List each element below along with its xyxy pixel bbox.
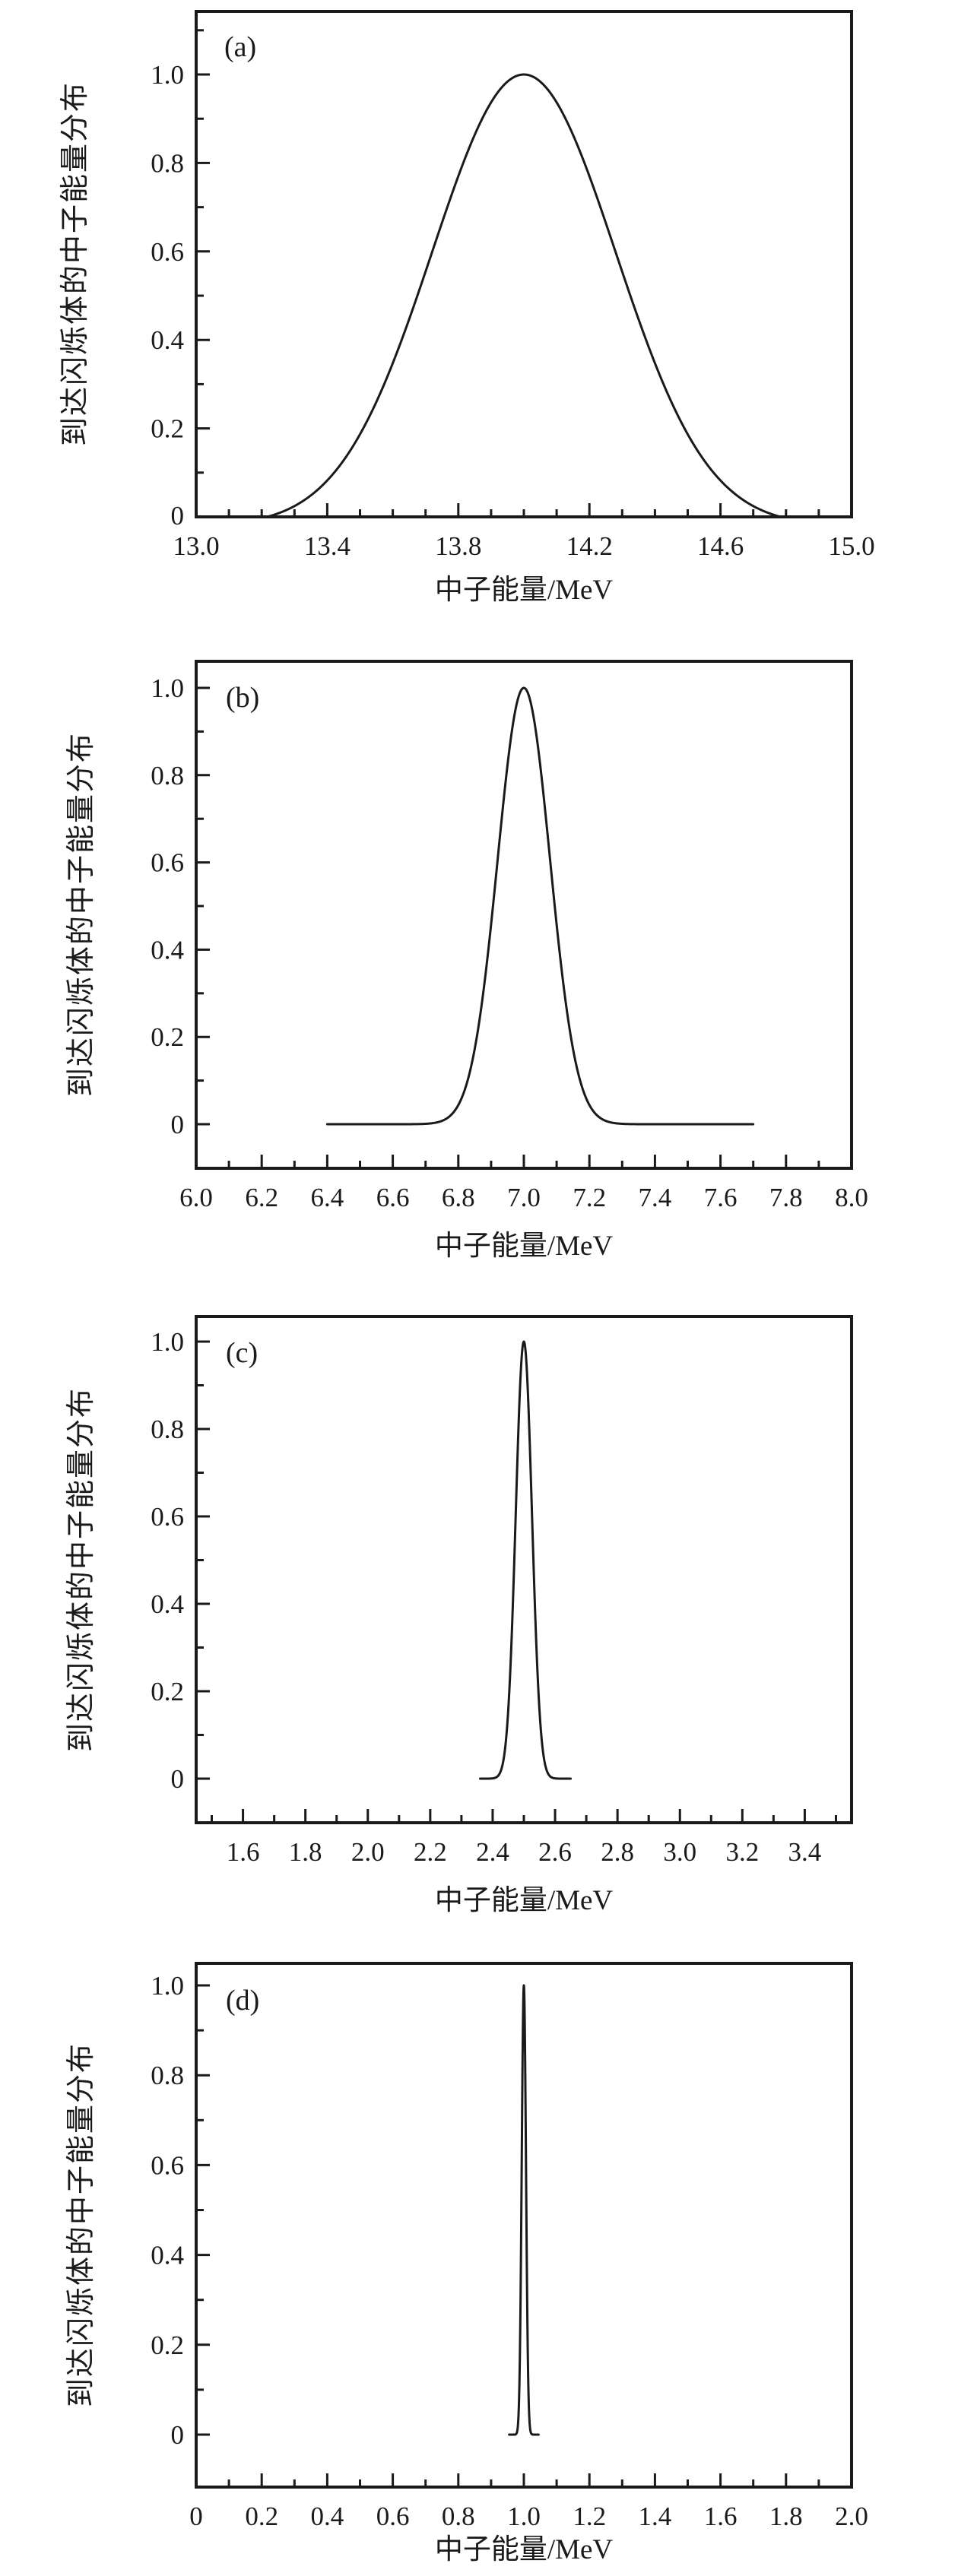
x-tick-label: 0.2 (245, 2502, 278, 2531)
x-tick-label: 14.6 (697, 531, 744, 561)
y-tick-label: 0 (171, 501, 185, 531)
y-tick-label: 1.0 (151, 1327, 184, 1357)
y-tick-label: 0.6 (151, 1502, 184, 1532)
y-tick-label: 0.4 (151, 935, 184, 965)
panel-d-x-axis-title: 中子能量/MeV (434, 2534, 614, 2565)
x-tick-label: 13.4 (304, 531, 351, 561)
x-tick-label: 2.4 (476, 1837, 509, 1867)
panel-d-y-axis-title: 到达闪烁体的中子能量分布 (65, 2042, 98, 2408)
x-tick-label: 15.0 (828, 531, 874, 561)
distribution-curve (479, 1340, 573, 1780)
distribution-curve (508, 1984, 540, 2436)
x-tick-label: 2.0 (835, 2502, 868, 2531)
x-tick-label: 6.2 (245, 1183, 278, 1212)
y-tick-label: 0 (171, 1764, 185, 1794)
plot-frame (195, 660, 853, 1170)
x-tick-label: 7.4 (639, 1183, 672, 1212)
x-tick-label: 2.8 (601, 1837, 634, 1867)
panel-d-letter: (d) (226, 1985, 260, 2017)
y-tick-label: 1.0 (151, 1971, 184, 2001)
y-tick-label: 1.0 (151, 60, 184, 90)
y-tick-label: 0.6 (151, 848, 184, 878)
x-tick-label: 1.4 (639, 2502, 672, 2531)
x-tick-label: 1.0 (507, 2502, 541, 2531)
y-tick-label: 1.0 (151, 673, 184, 703)
x-tick-label: 2.6 (538, 1837, 572, 1867)
x-tick-label: 7.2 (573, 1183, 606, 1212)
x-tick-label: 2.2 (414, 1837, 447, 1867)
distribution-curve (325, 686, 755, 1126)
y-tick-label: 0.2 (151, 1677, 184, 1706)
y-tick-label: 0 (171, 2420, 185, 2450)
x-tick-label: 1.6 (704, 2502, 738, 2531)
panel-a-letter: (a) (224, 31, 257, 63)
y-tick-label: 0 (171, 1110, 185, 1139)
panel-c-x-axis-title: 中子能量/MeV (434, 1885, 614, 1916)
x-tick-label: 14.2 (566, 531, 613, 561)
y-tick-label: 0.6 (151, 237, 184, 267)
y-tick-label: 0.2 (151, 1022, 184, 1052)
y-tick-label: 0.8 (151, 761, 184, 791)
y-tick-label: 0.8 (151, 1415, 184, 1444)
y-tick-label: 0.8 (151, 148, 184, 178)
x-tick-label: 0.8 (442, 2502, 475, 2531)
x-tick-label: 3.2 (725, 1837, 759, 1867)
panel-b-x-axis-title: 中子能量/MeV (434, 1231, 614, 1262)
x-tick-label: 13.8 (435, 531, 481, 561)
x-tick-label: 6.8 (442, 1183, 475, 1212)
panel-c-y-axis-title: 到达闪烁体的中子能量分布 (65, 1386, 98, 1753)
x-tick-label: 7.0 (507, 1183, 541, 1212)
x-tick-label: 1.6 (227, 1837, 260, 1867)
panel-a-x-axis-title: 中子能量/MeV (434, 575, 614, 606)
x-tick-label: 6.4 (311, 1183, 344, 1212)
y-tick-label: 0.4 (151, 1589, 184, 1619)
x-tick-label: 0.4 (311, 2502, 344, 2531)
panel-b-letter: (b) (226, 682, 260, 714)
y-tick-label: 0.8 (151, 2061, 184, 2090)
distribution-curve (247, 73, 807, 518)
panel-b-y-axis-title: 到达闪烁体的中子能量分布 (65, 731, 98, 1098)
x-tick-label: 3.0 (663, 1837, 696, 1867)
x-tick-label: 0.6 (376, 2502, 410, 2531)
x-tick-label: 0 (189, 2502, 203, 2531)
y-tick-label: 0.2 (151, 414, 184, 444)
x-tick-label: 2.0 (351, 1837, 385, 1867)
y-tick-label: 0.6 (151, 2150, 184, 2180)
y-tick-label: 0.2 (151, 2330, 184, 2360)
x-tick-label: 8.0 (835, 1183, 868, 1212)
panel-c-letter: (c) (226, 1337, 259, 1369)
x-tick-label: 6.0 (179, 1183, 213, 1212)
y-tick-label: 0.4 (151, 2241, 184, 2270)
x-tick-label: 6.6 (376, 1183, 410, 1212)
x-tick-label: 1.2 (573, 2502, 606, 2531)
panel-a-y-axis-title: 到达闪烁体的中子能量分布 (59, 81, 92, 447)
x-tick-label: 3.4 (788, 1837, 822, 1867)
x-tick-label: 1.8 (289, 1837, 322, 1867)
plot-frame (195, 1315, 853, 1824)
x-tick-label: 7.6 (704, 1183, 738, 1212)
y-tick-label: 0.4 (151, 325, 184, 355)
x-tick-label: 1.8 (769, 2502, 803, 2531)
x-tick-label: 7.8 (769, 1183, 803, 1212)
x-tick-label: 13.0 (173, 531, 219, 561)
plot-frame (195, 10, 853, 518)
